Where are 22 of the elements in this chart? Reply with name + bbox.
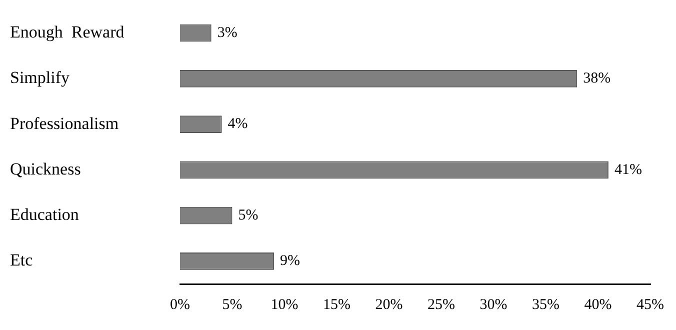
x-tick-label: 25% bbox=[428, 296, 455, 313]
y-tick-label: Professionalism bbox=[10, 114, 119, 133]
y-tick-label: Education bbox=[10, 205, 80, 224]
data-label: 3% bbox=[217, 24, 238, 41]
x-tick-label: 10% bbox=[270, 296, 298, 313]
x-tick-label: 35% bbox=[532, 296, 560, 313]
data-label: 4% bbox=[228, 116, 248, 132]
data-label: 38% bbox=[583, 70, 611, 87]
data-label: 5% bbox=[238, 207, 258, 224]
y-tick-label: Enough Reward bbox=[10, 22, 125, 42]
y-tick-label: Quickness bbox=[10, 159, 81, 178]
x-tick-label: 45% bbox=[636, 296, 664, 313]
x-tick-label: 5% bbox=[222, 296, 242, 313]
y-tick-label: Etc bbox=[10, 250, 34, 270]
x-tick-label: 20% bbox=[375, 296, 403, 313]
data-label: 9% bbox=[280, 253, 300, 270]
x-tick-label: 30% bbox=[480, 296, 508, 313]
x-tick-label: 15% bbox=[323, 296, 350, 313]
x-tick-label: 0% bbox=[170, 296, 190, 313]
y-tick-label: Simplify bbox=[10, 68, 70, 88]
data-label: 41% bbox=[614, 162, 642, 178]
x-tick-label: 40% bbox=[584, 296, 612, 313]
